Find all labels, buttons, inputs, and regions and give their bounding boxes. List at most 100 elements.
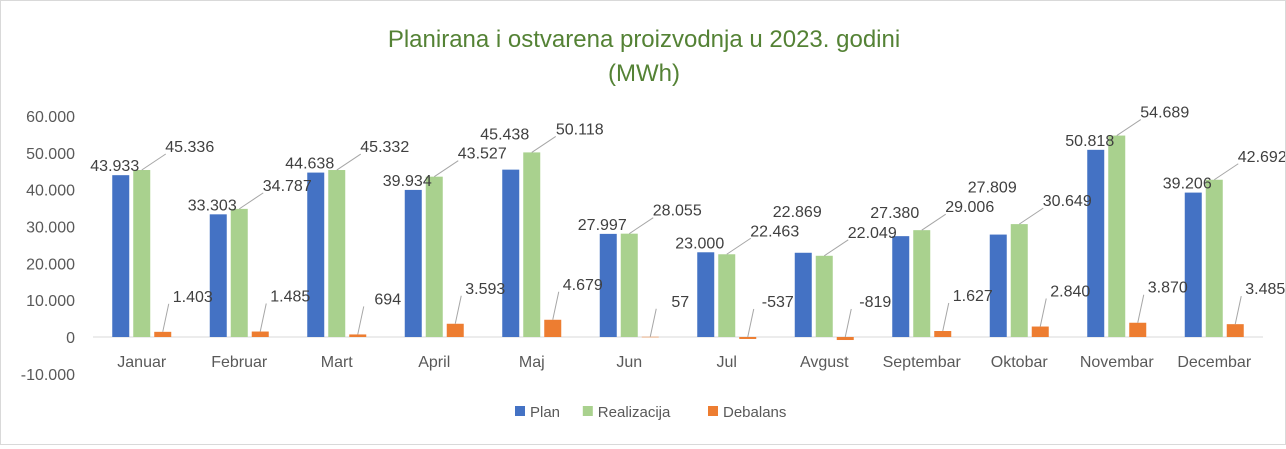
bar-realizacija bbox=[133, 170, 151, 337]
x-axis: Januar Februar Mart April Maj Jun Jul Avgust Sep… bbox=[93, 336, 1263, 371]
data-label-debalans: 1.627 bbox=[953, 288, 993, 305]
data-label-debalans: 1.403 bbox=[173, 289, 213, 306]
data-label-plan: 22.869 bbox=[773, 204, 822, 221]
x-tick-label: Decembar bbox=[1177, 354, 1251, 371]
leader-line bbox=[1116, 119, 1142, 136]
bar-plan bbox=[307, 172, 325, 337]
data-label-plan: 27.809 bbox=[968, 180, 1017, 197]
data-label-plan: 39.934 bbox=[383, 173, 432, 190]
data-label-debalans: 2.840 bbox=[1050, 284, 1090, 301]
leader-line bbox=[1137, 294, 1145, 323]
bar-plan bbox=[989, 234, 1007, 337]
x-tick-label: Septembar bbox=[883, 354, 962, 371]
bar-realizacija bbox=[620, 233, 638, 337]
bar-plan bbox=[892, 236, 910, 337]
data-label-debalans: 3.593 bbox=[465, 281, 505, 298]
bar-realizacija bbox=[523, 152, 541, 337]
bar-plan bbox=[697, 252, 715, 337]
data-label-plan: 43.933 bbox=[90, 158, 139, 175]
leader-line bbox=[1213, 163, 1239, 181]
leader-line bbox=[649, 308, 657, 337]
bar-debalans bbox=[1129, 322, 1147, 337]
data-label-realizacija: 54.689 bbox=[1140, 105, 1189, 122]
x-tick-label: Mart bbox=[321, 354, 354, 371]
bar-realizacija bbox=[718, 254, 736, 337]
y-axis: -10.000 0 10.000 20.000 30.000 40.000 50.000 60… bbox=[21, 109, 75, 384]
data-label-plan: 50.818 bbox=[1065, 133, 1114, 150]
leader-line bbox=[357, 306, 365, 335]
data-label-realizacija: 43.527 bbox=[458, 146, 507, 163]
leader-line bbox=[942, 302, 950, 332]
x-tick-label: Avgust bbox=[800, 354, 849, 371]
legend-label-debalans: Debalans bbox=[723, 404, 786, 421]
chart-subtitle: (MWh) bbox=[608, 60, 680, 87]
bar-realizacija bbox=[425, 176, 443, 337]
leader-line bbox=[1018, 207, 1044, 225]
y-tick-label: 20.000 bbox=[26, 256, 75, 273]
data-label-realizacija: 22.049 bbox=[848, 225, 897, 242]
bar-realizacija bbox=[815, 255, 833, 337]
legend-label-plan: Plan bbox=[530, 404, 560, 421]
data-label-realizacija: 22.463 bbox=[750, 223, 799, 240]
bar-realizacija bbox=[1010, 224, 1028, 337]
data-label-realizacija: 30.649 bbox=[1043, 193, 1092, 210]
bars bbox=[112, 135, 1244, 341]
x-tick-label: Jul bbox=[717, 354, 737, 371]
bar-plan bbox=[1087, 149, 1105, 337]
legend-swatch-realizacija bbox=[582, 406, 593, 416]
bar-plan bbox=[209, 214, 227, 337]
leader-line bbox=[1039, 298, 1047, 327]
leader-line bbox=[552, 291, 560, 320]
data-label-plan: 23.000 bbox=[675, 235, 724, 252]
data-label-plan: 44.638 bbox=[285, 156, 334, 173]
bar-realizacija bbox=[1108, 135, 1126, 337]
y-tick-label: 40.000 bbox=[26, 183, 75, 200]
bar-debalans bbox=[349, 334, 367, 337]
leader-line bbox=[823, 239, 849, 257]
y-tick-label: 30.000 bbox=[26, 220, 75, 237]
leader-line bbox=[844, 308, 852, 338]
data-label-debalans: 694 bbox=[374, 291, 401, 308]
bar-debalans bbox=[446, 323, 464, 337]
bar-debalans bbox=[739, 337, 757, 339]
data-label-debalans: 3.870 bbox=[1148, 280, 1188, 297]
bar-plan bbox=[1184, 192, 1202, 337]
bar-debalans bbox=[544, 319, 562, 337]
leader-line bbox=[238, 192, 264, 210]
data-label-debalans: 57 bbox=[671, 294, 689, 311]
legend: Plan Realizacija Debalans bbox=[515, 404, 786, 421]
leader-line bbox=[141, 153, 167, 171]
leader-line bbox=[433, 160, 459, 178]
leader-line bbox=[531, 135, 557, 153]
leader-line bbox=[336, 153, 362, 171]
data-label-debalans: 1.485 bbox=[270, 289, 310, 306]
bar-plan bbox=[794, 252, 812, 337]
leader-line bbox=[628, 217, 654, 235]
bar-realizacija bbox=[1205, 179, 1223, 337]
data-label-plan: 27.380 bbox=[870, 205, 919, 222]
data-label-plan: 39.206 bbox=[1163, 176, 1212, 193]
bar-realizacija bbox=[230, 208, 248, 337]
bar-debalans bbox=[154, 331, 172, 337]
data-label-debalans: 4.679 bbox=[563, 277, 603, 294]
leader-line bbox=[454, 295, 462, 324]
x-tick-label: April bbox=[418, 354, 450, 371]
bar-plan bbox=[502, 169, 520, 337]
legend-swatch-debalans bbox=[708, 406, 718, 416]
x-tick-label: Januar bbox=[117, 354, 167, 371]
y-tick-label: 10.000 bbox=[26, 293, 75, 310]
legend-swatch-plan bbox=[515, 406, 525, 416]
bar-plan bbox=[404, 189, 422, 337]
bar-plan bbox=[112, 175, 130, 337]
bar-realizacija bbox=[913, 230, 931, 337]
y-tick-label: 50.000 bbox=[26, 146, 75, 163]
bar-debalans bbox=[934, 331, 952, 337]
data-label-realizacija: 45.332 bbox=[360, 139, 409, 156]
data-label-realizacija: 34.787 bbox=[263, 178, 312, 195]
leader-line bbox=[726, 237, 752, 255]
data-label-debalans: -537 bbox=[762, 294, 794, 311]
bar-plan bbox=[599, 233, 617, 337]
x-tick-label: Oktobar bbox=[991, 354, 1049, 371]
data-label-realizacija: 50.118 bbox=[556, 121, 604, 138]
